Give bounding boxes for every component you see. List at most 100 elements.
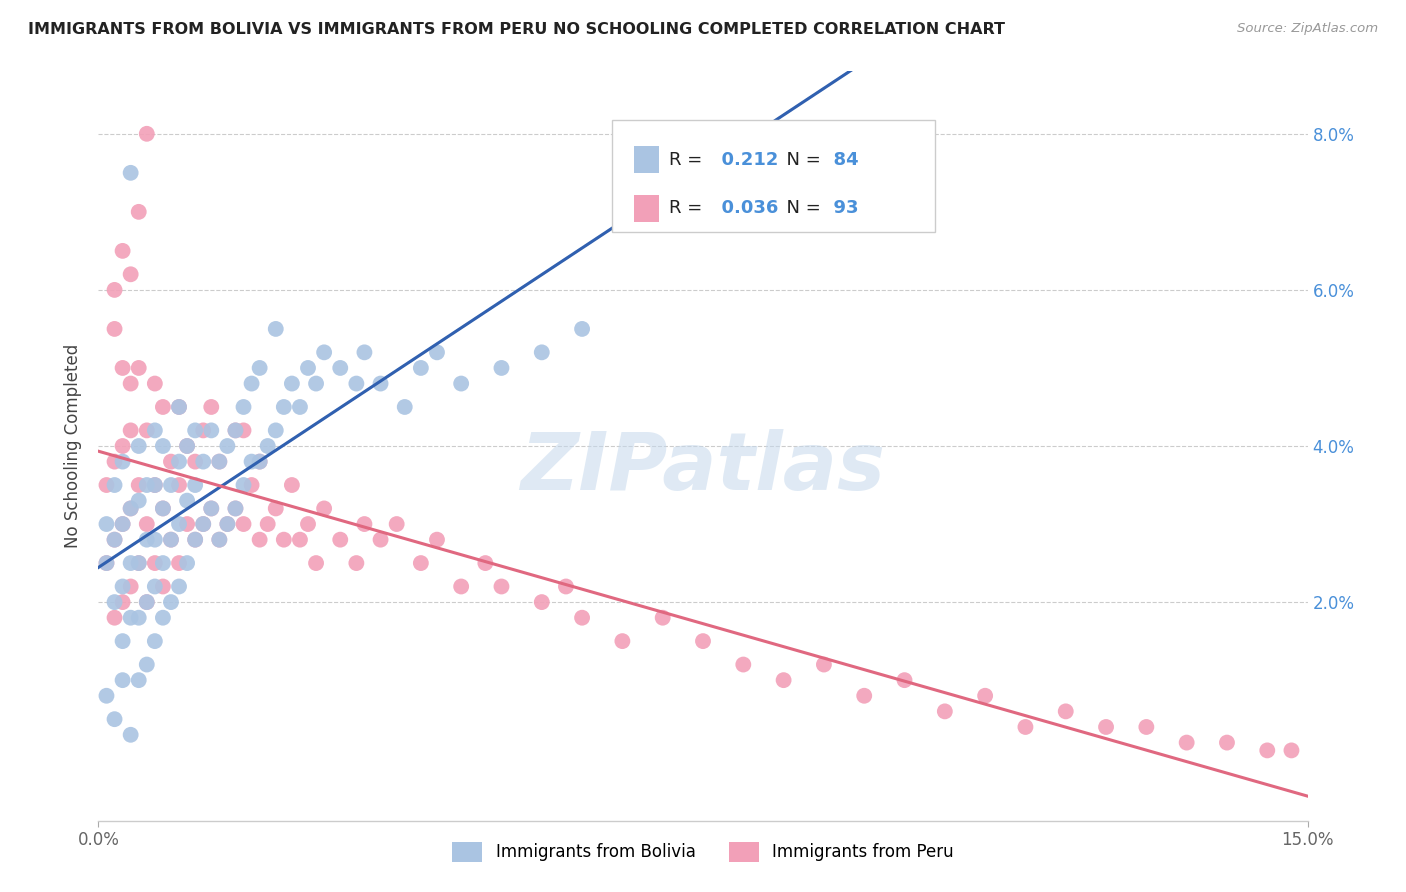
- Point: [103, 533, 125, 547]
- Point: [193, 455, 215, 469]
- Point: [184, 533, 207, 547]
- Point: [128, 556, 150, 570]
- Point: [152, 580, 174, 594]
- Point: [264, 501, 287, 516]
- Point: [120, 376, 142, 391]
- Point: [232, 424, 254, 438]
- Point: [370, 376, 392, 391]
- Point: [120, 501, 142, 516]
- Point: [232, 517, 254, 532]
- Point: [167, 556, 190, 570]
- Point: [135, 595, 157, 609]
- Point: [111, 517, 134, 532]
- Point: [143, 424, 166, 438]
- Point: [974, 689, 997, 703]
- Point: [167, 478, 190, 492]
- Point: [240, 376, 263, 391]
- Point: [184, 424, 207, 438]
- Point: [135, 595, 157, 609]
- Point: [176, 439, 198, 453]
- Point: [167, 455, 190, 469]
- Point: [120, 501, 142, 516]
- Text: 0.212: 0.212: [709, 151, 778, 169]
- Text: Source: ZipAtlas.com: Source: ZipAtlas.com: [1237, 22, 1378, 36]
- Point: [135, 478, 157, 492]
- Point: [555, 580, 578, 594]
- Point: [152, 439, 174, 453]
- Point: [128, 493, 150, 508]
- Point: [217, 439, 239, 453]
- Text: N =: N =: [775, 199, 827, 218]
- Point: [217, 517, 239, 532]
- Point: [103, 712, 125, 726]
- Point: [103, 478, 125, 492]
- Point: [143, 580, 166, 594]
- Point: [288, 400, 311, 414]
- Point: [120, 580, 142, 594]
- Point: [450, 580, 472, 594]
- Point: [240, 455, 263, 469]
- Point: [273, 400, 295, 414]
- Point: [288, 533, 311, 547]
- Point: [120, 268, 142, 282]
- Point: [240, 478, 263, 492]
- Text: N =: N =: [775, 151, 827, 169]
- Point: [176, 439, 198, 453]
- Point: [249, 455, 271, 469]
- Point: [128, 361, 150, 376]
- Point: [184, 533, 207, 547]
- Point: [152, 556, 174, 570]
- Point: [152, 501, 174, 516]
- Text: IMMIGRANTS FROM BOLIVIA VS IMMIGRANTS FROM PERU NO SCHOOLING COMPLETED CORRELATI: IMMIGRANTS FROM BOLIVIA VS IMMIGRANTS FR…: [28, 22, 1005, 37]
- Point: [1281, 743, 1303, 757]
- Point: [353, 345, 375, 359]
- Point: [111, 595, 134, 609]
- Point: [160, 478, 183, 492]
- Point: [111, 361, 134, 376]
- Point: [264, 424, 287, 438]
- Point: [160, 595, 183, 609]
- Point: [111, 439, 134, 453]
- Point: [135, 424, 157, 438]
- Point: [530, 345, 553, 359]
- Text: 93: 93: [821, 199, 859, 218]
- Point: [249, 455, 271, 469]
- Point: [111, 244, 134, 258]
- Point: [111, 517, 134, 532]
- Point: [344, 556, 367, 570]
- Point: [224, 501, 246, 516]
- Legend: Immigrants from Bolivia, Immigrants from Peru: Immigrants from Bolivia, Immigrants from…: [446, 835, 960, 869]
- Point: [813, 657, 835, 672]
- Point: [176, 556, 198, 570]
- Point: [111, 673, 134, 688]
- Point: [1216, 735, 1239, 749]
- Point: [160, 533, 183, 547]
- Point: [96, 556, 118, 570]
- Point: [128, 673, 150, 688]
- Point: [200, 424, 222, 438]
- Point: [160, 455, 183, 469]
- Point: [281, 376, 304, 391]
- Point: [160, 533, 183, 547]
- Point: [96, 689, 118, 703]
- Point: [305, 376, 328, 391]
- Point: [1095, 720, 1118, 734]
- Text: ZIPatlas: ZIPatlas: [520, 429, 886, 508]
- Point: [394, 400, 416, 414]
- Point: [853, 689, 876, 703]
- Point: [249, 533, 271, 547]
- Point: [651, 611, 673, 625]
- Point: [249, 361, 271, 376]
- Text: 84: 84: [821, 151, 859, 169]
- Point: [409, 556, 432, 570]
- Point: [224, 424, 246, 438]
- Point: [426, 533, 449, 547]
- Point: [1135, 720, 1157, 734]
- Point: [120, 728, 142, 742]
- Point: [184, 478, 207, 492]
- Text: R =: R =: [669, 151, 709, 169]
- Point: [128, 611, 150, 625]
- Point: [143, 634, 166, 648]
- Point: [297, 517, 319, 532]
- Point: [128, 478, 150, 492]
